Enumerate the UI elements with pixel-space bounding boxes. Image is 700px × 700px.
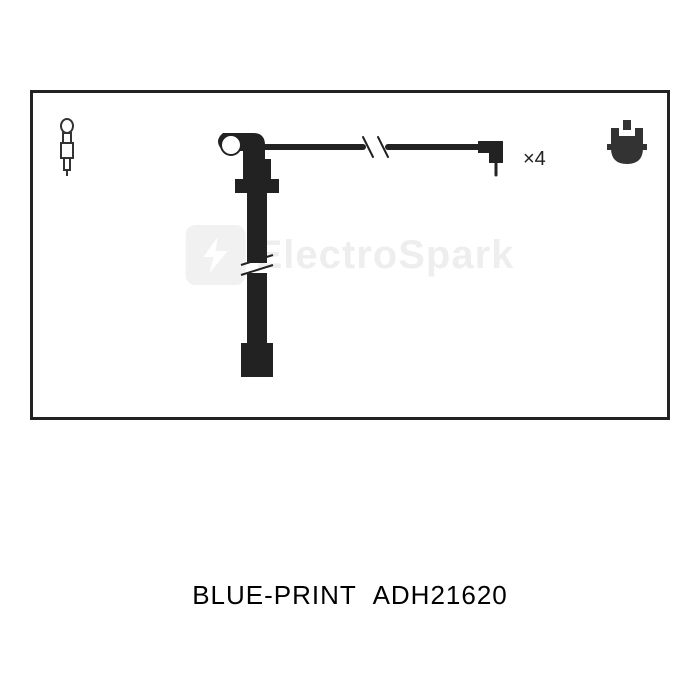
- brand-name: BLUE-PRINT: [192, 580, 356, 610]
- diagram-frame: ElectroSpark: [30, 90, 670, 420]
- spark-plug-icon: [53, 118, 81, 187]
- quantity-label: ×4: [523, 148, 546, 171]
- caption: BLUE-PRINT ADH21620: [0, 580, 700, 611]
- distributor-cap-icon: [607, 118, 647, 179]
- part-number: ADH21620: [373, 580, 508, 610]
- ignition-lead-drawing: [193, 123, 533, 403]
